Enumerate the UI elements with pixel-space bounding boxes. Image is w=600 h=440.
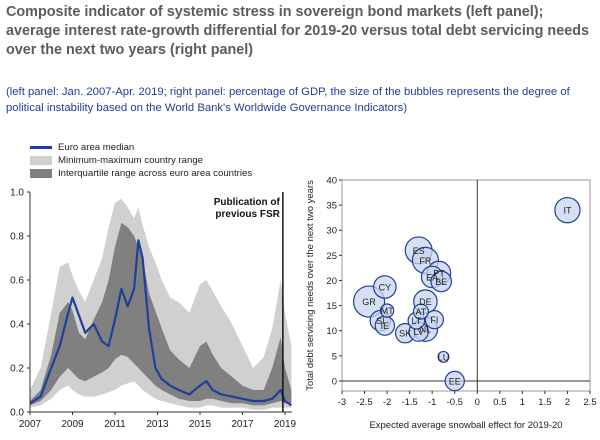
y-tick-label: 0 [332,376,337,387]
x-tick-label: -1.5 [401,397,417,408]
bubble-ee [444,370,465,392]
x-axis-title: Expected average snowball effect for 201… [369,420,562,431]
y-tick-label: 20 [326,276,337,287]
bubble-label-at: AT [415,307,426,317]
bubble-lu [437,350,450,363]
x-tick-label: -2.5 [356,397,372,408]
bubble-it [554,196,581,224]
bubble-label-ee: EE [449,376,461,386]
figure-subtitle: (left panel: Jan. 2007-Apr. 2019; right … [6,86,570,114]
y-tick-label: 10 [326,326,337,337]
x-tick-label: 2013 [146,419,169,430]
bubble-label-sk: SK [399,329,411,339]
y-tick-label: 40 [326,176,337,187]
legend-label-median: Euro area median [58,142,135,153]
fsr-annotation-label: Publication of [214,197,281,208]
y-tick-label: 0.6 [10,276,24,287]
legend-swatch-iqr [30,169,52,178]
bubble-label-lu: LU [438,352,450,362]
bubble-label-it: IT [563,206,572,216]
bubble-label-de: DE [419,297,432,307]
legend-swatch-median [30,146,52,149]
x-tick-label: 2011 [104,419,126,430]
x-tick-label: -1 [428,397,436,408]
legend-item-minmax: Minimum-maximum country range [30,154,252,167]
x-tick-label: 2017 [231,419,254,430]
y-tick-label: 0.8 [10,232,24,243]
x-tick-label: -3 [338,397,346,408]
x-tick-label: 2 [565,397,570,408]
bubble-at [412,303,430,320]
legend-label-iqr: Interquartile range across euro area cou… [58,168,253,179]
left-chart: 0.0 0.2 0.4 0.6 0.8 1.0 2007 2009 2011 2013 2015 20… [10,188,297,431]
figure-title: Composite indicator of systemic stress i… [6,4,590,58]
y-tick-label: 5 [332,351,337,362]
right-chart: 0 5 10 15 20 25 30 35 40 -3 -2.5 -2 -1.5 -1 -0.5 0 0.5 1 1… [305,176,597,431]
bubble-mt [379,303,395,318]
x-tick-label: 0 [475,397,480,408]
y-axis-title: Total debt servicing needs over the next… [305,180,316,391]
x-tick-label: 1.5 [538,397,551,408]
y-tick-label: 35 [326,201,337,212]
bubble-label-lt: LT [411,316,421,326]
x-tick-label: 1 [520,397,525,408]
series-median-line [29,239,293,407]
legend-item-median: Euro area median [30,141,252,154]
x-tick-label: 0.5 [493,397,506,408]
y-tick-label: 15 [326,301,337,312]
bubble-label-si: SI [376,316,385,326]
bubble-label-nl: NL [420,325,432,335]
bubble-label-lv: LV [413,327,423,337]
bubble-label-fi: FI [430,315,438,325]
y-tick-label: 30 [326,226,337,237]
y-tick-label: 0.2 [10,364,24,375]
plot-frame [341,179,591,392]
fsr-annotation-label: previous FSR [215,209,280,220]
x-tick-label: 2.5 [583,397,596,408]
bubble-label-cy: CY [379,283,392,293]
left-chart-legend: Euro area median Minimum-maximum country… [30,141,252,180]
legend-label-minmax: Minimum-maximum country range [58,155,204,166]
bubble-label-mt: MT [381,306,394,316]
x-tick-label: 2015 [189,419,212,430]
series-iqr-band [30,222,292,406]
y-tick-label: 0.0 [10,408,24,419]
legend-item-iqr: Interquartile range across euro area cou… [30,167,252,180]
y-tick-label: 0.4 [10,320,24,331]
x-tick-label: -2 [383,397,391,408]
bubble-be [430,270,452,293]
y-tick-label: 1.0 [10,188,24,199]
legend-swatch-minmax [30,156,52,165]
bubble-label-be: BE [435,277,447,287]
bubble-label-pt: PT [433,268,445,278]
x-tick-label: -0.5 [447,397,463,408]
x-tick-label: 2019 [274,419,297,430]
bubble-label-ea: EA [426,272,438,282]
bubble-label-fr: FR [419,256,431,266]
bubble-cy [373,275,397,299]
y-tick-label: 25 [326,251,337,262]
bubble-label-gr: GR [362,297,376,307]
x-tick-label: 2007 [19,419,42,430]
x-tick-label: 2009 [61,419,84,430]
bubble-fi [424,310,445,330]
bubble-label-es: ES [413,246,425,256]
bubble-label-ie: IE [381,321,390,331]
